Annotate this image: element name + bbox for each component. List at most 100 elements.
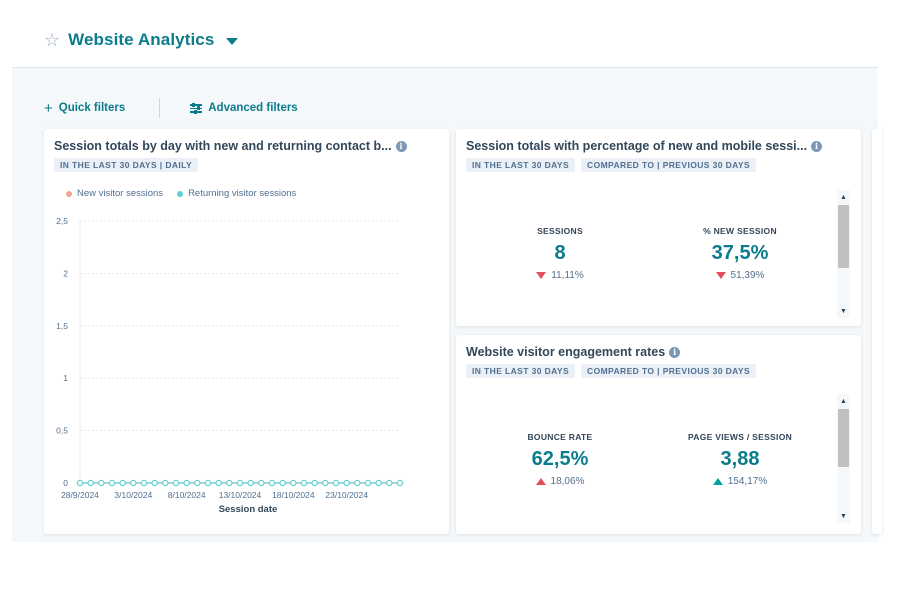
kpi-label: BOUNCE RATE [527,432,593,442]
kpi-value: 62,5% [531,448,589,470]
advanced-filters-label: Advanced filters [208,102,298,114]
engagement-kpi-card: Website visitor engagement rates i IN TH… [456,335,861,534]
quick-filters-label: Quick filters [58,102,126,114]
x-tick-label: 13/10/2024 [219,490,262,500]
chart-legend: New visitor sessions Returning visitor s… [66,188,296,199]
kpi-new-session: % NEW SESSION 37,5% 51,39% [670,226,810,281]
y-tick-label: 0,5 [56,426,68,436]
data-point [151,479,158,487]
sessions-card-title-text: Session totals with percentage of new an… [466,139,808,153]
engagement-card-title-text: Website visitor engagement rates [466,345,666,359]
quick-filters-button[interactable]: + Quick filters [44,101,125,116]
kpi-change-value: 18,06% [550,476,585,487]
y-tick-label: 2 [63,268,68,278]
star-outline-icon[interactable]: ☆ [44,30,61,50]
data-point [194,479,201,487]
data-point [258,479,265,487]
dashboard-area: + Quick filters Advanced filters Session… [12,67,882,542]
data-point [364,479,372,487]
sliders-icon [190,102,203,114]
card-title[interactable]: Session totals by day with new and retur… [54,139,407,153]
x-tick-label: 18/10/2024 [272,490,315,500]
legend-swatch-returning [177,190,184,197]
data-point [183,479,190,487]
data-point [386,479,393,487]
data-point [354,479,361,487]
kpi-change: 51,39% [670,270,810,281]
data-point [236,479,244,487]
filter-bar: + Quick filters Advanced filters [44,98,298,118]
x-tick-label: 8/10/2024 [168,490,206,500]
x-tick-label: 3/10/2024 [114,490,152,500]
caret-down-icon[interactable] [226,37,239,45]
scroll-thumb[interactable] [838,205,849,268]
kpi-sessions: SESSIONS 8 11,11% [490,226,630,281]
card-tags: IN THE LAST 30 DAYS COMPARED TO | PREVIO… [466,158,757,172]
card-tags: IN THE LAST 30 DAYS | DAILY [54,158,199,172]
plus-icon: + [44,99,53,117]
filter-divider [159,98,161,118]
page-title[interactable]: Website Analytics [68,30,215,49]
data-point [130,479,137,487]
info-icon[interactable]: i [395,140,407,152]
data-point [279,479,286,487]
session-area-chart: 0 0,5 1 1,5 2 2,5 28/9/2024 3/10/2024 8/10/2024 1… [56,216,404,515]
sessions-kpi-card: Session totals with percentage of new an… [456,129,861,326]
x-tick-label: 28/9/2024 [61,490,99,500]
scroll-down-arrow[interactable]: ▼ [840,512,847,520]
kpi-change: 11,11% [490,270,630,281]
y-tick-label: 0 [63,478,68,488]
page-header: ☆ Website Analytics [44,28,239,52]
data-point [162,479,169,487]
y-tick-label: 1,5 [56,321,68,331]
card-title[interactable]: Session totals with percentage of new an… [466,139,823,153]
card-tags: IN THE LAST 30 DAYS COMPARED TO | PREVIO… [466,364,757,378]
data-point [87,479,94,487]
kpi-label: % NEW SESSION [703,226,777,236]
chart-card-title-text: Session totals by day with new and retur… [54,139,392,153]
session-chart-card: Session totals by day with new and retur… [44,129,449,534]
scroll-up-arrow[interactable]: ▲ [840,397,847,405]
card-scrollbar[interactable]: ▲ ▼ [837,394,850,523]
y-tick-label: 1 [63,373,68,383]
data-point [204,479,212,487]
date-range-tag: IN THE LAST 30 DAYS [466,158,576,172]
decrease-arrow-icon [715,272,726,279]
scroll-down-arrow[interactable]: ▼ [840,307,847,315]
kpi-bounce-rate: BOUNCE RATE 62,5% 18,06% [490,432,630,487]
kpi-change: 18,06% [490,476,630,487]
date-range-tag: IN THE LAST 30 DAYS | DAILY [54,158,199,172]
data-point [332,479,340,487]
data-point [172,479,180,487]
data-point [226,479,233,487]
data-point [247,479,254,487]
data-point [290,479,297,487]
offscreen-card-edge [872,129,882,534]
data-point [268,479,276,487]
kpi-label: PAGE VIEWS / SESSION [687,432,793,442]
card-scrollbar[interactable]: ▲ ▼ [837,190,850,318]
legend-swatch-new [66,190,72,197]
legend-label-new: New visitor sessions [77,188,164,199]
decrease-arrow-icon [536,272,547,279]
kpi-label: SESSIONS [537,226,583,236]
y-tick-label: 2,5 [56,216,68,226]
kpi-page-views: PAGE VIEWS / SESSION 3,88 154,17% [670,432,810,487]
data-point [215,479,222,487]
card-title[interactable]: Website visitor engagement rates i [466,345,681,359]
scroll-up-arrow[interactable]: ▲ [840,193,847,201]
x-axis-title: Session date [219,504,278,515]
legend-item-returning[interactable]: Returning visitor sessions [177,188,296,199]
increase-arrow-icon [535,478,546,485]
advanced-filters-button[interactable]: Advanced filters [190,102,298,114]
data-point [311,479,318,487]
kpi-change: 154,17% [670,476,810,487]
data-point [108,479,116,487]
data-point [98,479,105,487]
legend-item-new[interactable]: New visitor sessions [66,188,163,199]
info-icon[interactable]: i [811,140,823,152]
increase-arrow-icon [712,478,723,485]
kpi-value: 3,88 [720,448,760,470]
info-icon[interactable]: i [669,346,681,358]
scroll-thumb[interactable] [838,409,849,467]
